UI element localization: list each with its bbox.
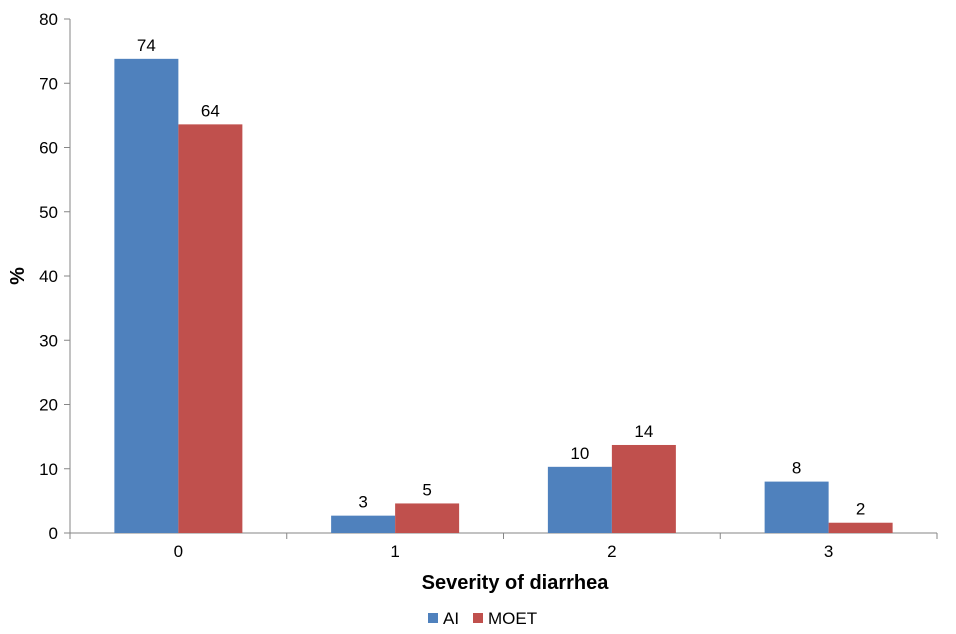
data-label: 8 bbox=[792, 459, 801, 478]
data-label: 10 bbox=[570, 444, 589, 463]
bar-moet-1 bbox=[395, 503, 460, 533]
y-tick-label: 50 bbox=[39, 203, 58, 222]
bar-ai-3 bbox=[764, 481, 829, 533]
y-tick-label: 30 bbox=[39, 331, 58, 350]
axes: 0 10 20 30 40 50 60 70 80 0 1 2 3 bbox=[39, 10, 938, 561]
bar-moet-0 bbox=[178, 124, 243, 534]
x-tick-label: 0 bbox=[174, 542, 183, 561]
x-axis-title: Severity of diarrhea bbox=[422, 572, 610, 594]
y-tick-label: 40 bbox=[39, 267, 58, 286]
bar-ai-2 bbox=[547, 466, 612, 533]
x-tick-label: 2 bbox=[607, 542, 616, 561]
legend-swatch bbox=[473, 613, 483, 623]
legend-swatch bbox=[428, 613, 438, 623]
y-tick-label: 80 bbox=[39, 10, 58, 29]
y-axis-title: % bbox=[7, 267, 29, 285]
x-tick-label: 3 bbox=[824, 542, 833, 561]
bars bbox=[114, 58, 893, 534]
data-label: 64 bbox=[201, 101, 220, 120]
x-tick-label: 1 bbox=[390, 542, 399, 561]
legend-label: AI bbox=[443, 609, 459, 628]
bar-moet-3 bbox=[828, 522, 893, 533]
y-tick-label: 60 bbox=[39, 139, 58, 158]
data-label: 14 bbox=[634, 422, 653, 441]
data-labels: 74 3 10 8 64 5 14 2 bbox=[137, 36, 865, 519]
legend-item: MOET bbox=[473, 609, 537, 628]
y-tick-label: 70 bbox=[39, 74, 58, 93]
y-tick-label: 20 bbox=[39, 396, 58, 415]
bar-ai-0 bbox=[114, 58, 179, 534]
data-label: 2 bbox=[856, 500, 865, 519]
y-tick-label: 10 bbox=[39, 460, 58, 479]
y-tick-label: 0 bbox=[49, 524, 58, 543]
data-label: 5 bbox=[422, 480, 431, 499]
bar-moet-2 bbox=[611, 444, 676, 533]
legend: AI MOET bbox=[428, 609, 537, 628]
legend-label: MOET bbox=[488, 609, 537, 628]
legend-item: AI bbox=[428, 609, 459, 628]
data-label: 74 bbox=[137, 36, 156, 55]
data-label: 3 bbox=[358, 493, 367, 512]
bar-ai-1 bbox=[331, 515, 396, 533]
